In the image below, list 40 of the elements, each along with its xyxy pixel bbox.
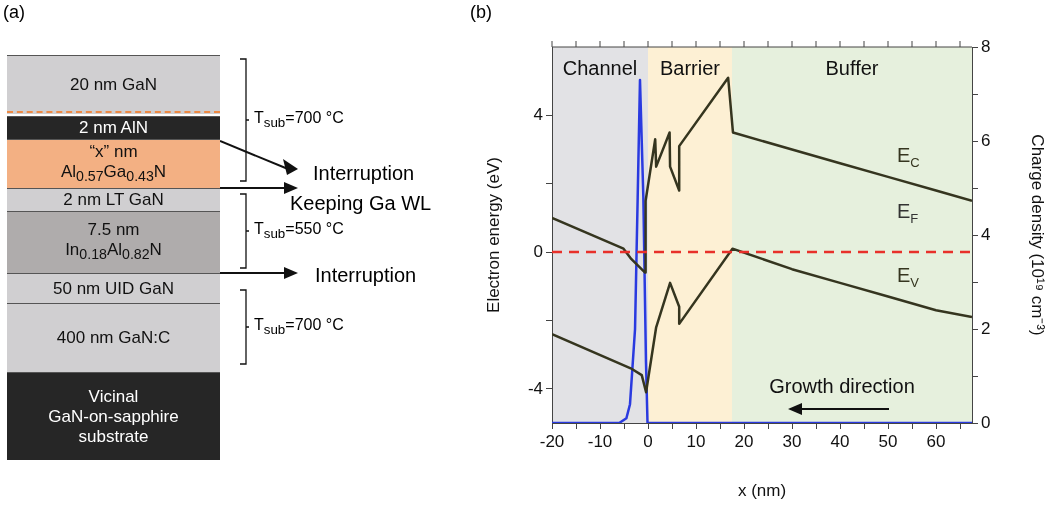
y-tick-label: -4 — [527, 378, 543, 398]
text: 2 nm AlN — [78, 118, 149, 137]
x-tick-label: -10 — [587, 431, 613, 451]
text: 400 nm GaN:C — [56, 328, 171, 347]
text: 7.5 nm In$_{0.18}$Al$_{0.82}$N — [65, 220, 162, 263]
text: T$_{sub}$=700 °C — [254, 109, 344, 131]
y-axis-title: Electron energy (eV) — [483, 157, 503, 313]
text: Interruption — [313, 162, 415, 185]
text: 50 nm UID GaN — [53, 278, 174, 298]
annotation: Growth direction — [769, 374, 915, 397]
chart-title: (b) — [470, 2, 492, 23]
text: “x” nm Al$_{0.57}$Ga$_{0.43}$N — [60, 141, 167, 185]
band-label: Channel — [562, 56, 638, 79]
text: Vicinal GaN-on-sapphire substrate — [48, 386, 179, 446]
text: Interruption — [315, 264, 417, 287]
text: T$_{sub}$=550 °C — [254, 220, 344, 242]
text: Keeping Ga WL — [290, 192, 432, 215]
text: T$_{sub}$=700 °C — [254, 316, 344, 338]
y-tick-label: 4 — [533, 105, 543, 125]
x-tick-label: 50 — [878, 431, 898, 451]
text: 20 nm GaN — [70, 75, 157, 94]
y2-tick-label: 4 — [981, 224, 991, 244]
y-tick-label: 0 — [533, 241, 543, 261]
x-axis-title: x (nm) — [737, 481, 787, 501]
y2-tick-label: 0 — [981, 412, 991, 432]
text: 2 nm LT GaN — [63, 190, 164, 209]
x-tick-label: 20 — [734, 431, 754, 451]
x-tick-label: 60 — [926, 431, 946, 451]
y2-axis-title: Charge density (10¹⁹ cm⁻³) — [1028, 134, 1048, 336]
band-label: Buffer — [825, 56, 879, 79]
x-tick-label: 0 — [643, 431, 653, 451]
text: (a) — [3, 2, 25, 23]
band-label: Barrier — [660, 56, 721, 79]
x-tick-label: 40 — [830, 431, 850, 451]
y2-tick-label: 8 — [981, 36, 991, 56]
x-tick-label: 10 — [686, 431, 706, 451]
x-tick-label: -20 — [539, 431, 565, 451]
x-tick-label: 30 — [782, 431, 802, 451]
y2-tick-label: 6 — [981, 130, 991, 150]
y2-tick-label: 2 — [981, 318, 991, 338]
